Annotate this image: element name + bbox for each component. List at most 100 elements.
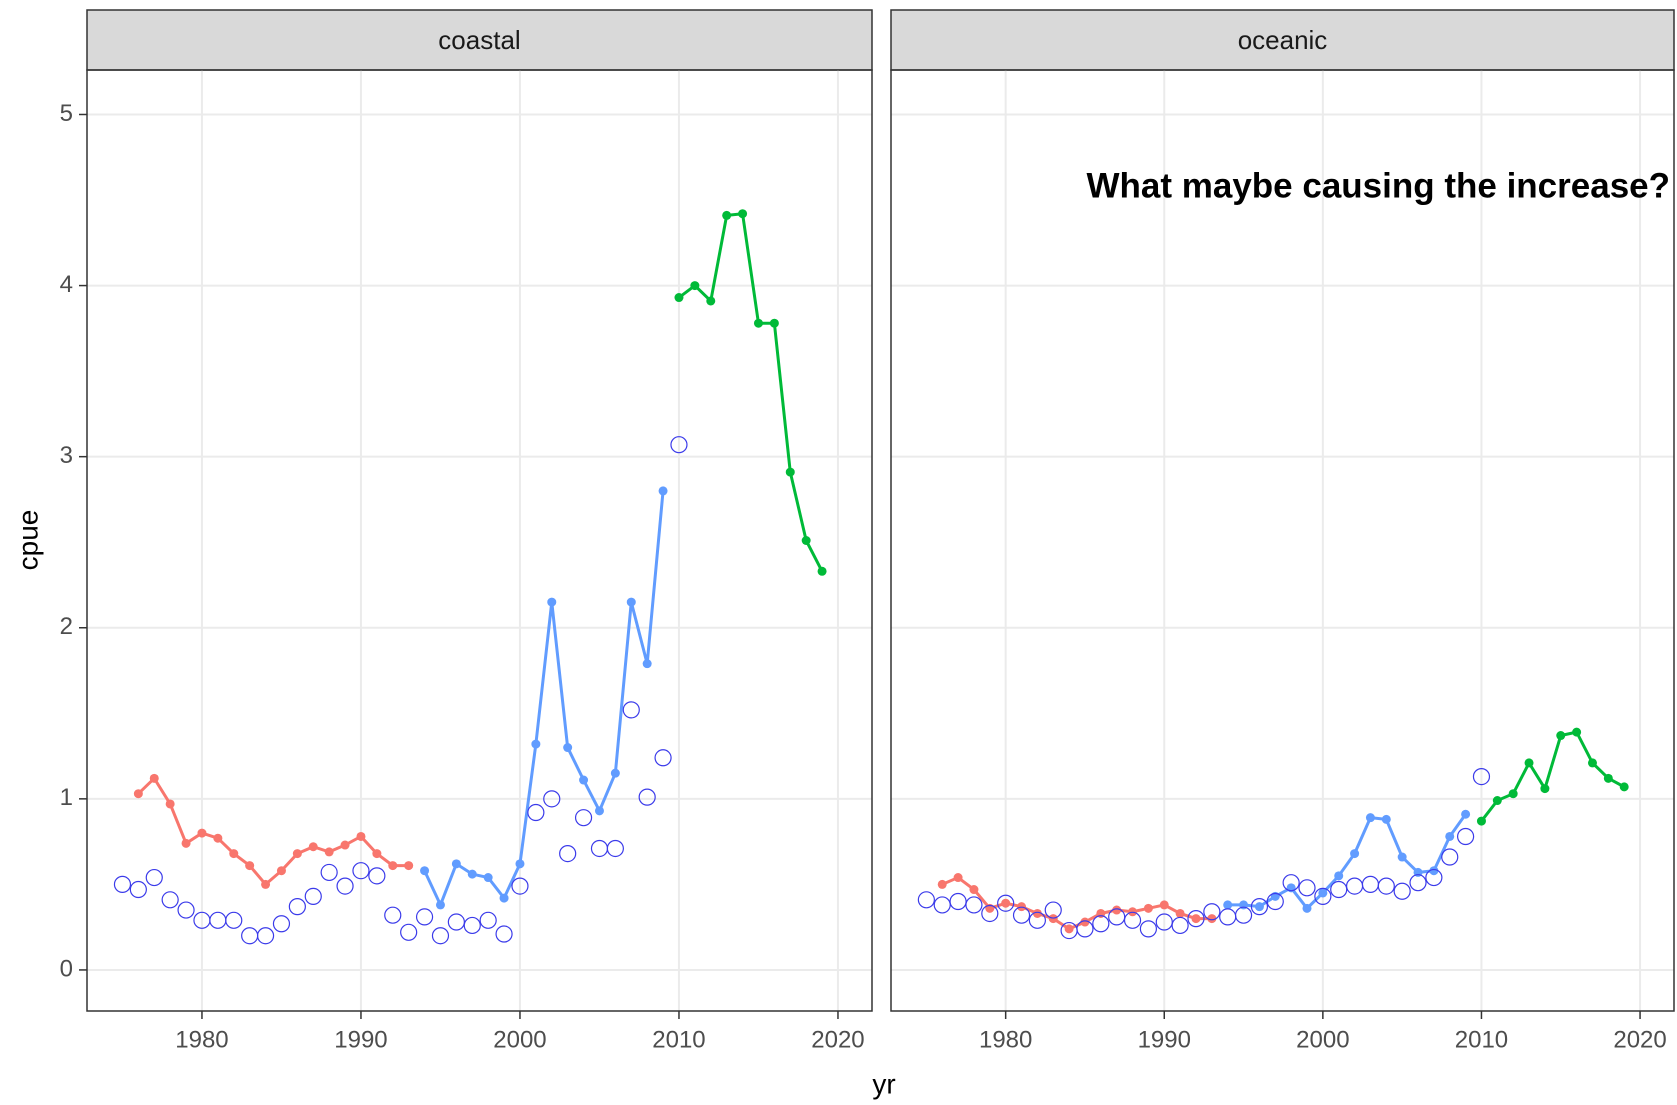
point [1365, 813, 1375, 823]
point [1508, 789, 1518, 799]
point [1492, 796, 1502, 806]
point [245, 861, 255, 871]
x-tick-label: 2020 [811, 1026, 864, 1053]
open-point [949, 892, 967, 911]
series-line [941, 875, 1212, 931]
open-point [1139, 920, 1158, 938]
point [451, 859, 461, 869]
point [515, 859, 525, 869]
point [1603, 773, 1613, 783]
open-point [981, 904, 999, 923]
point [937, 879, 947, 889]
point [165, 799, 175, 809]
point [356, 831, 366, 841]
x-tick-label: 2010 [1455, 1026, 1508, 1053]
x-axis-label: yr [872, 1068, 895, 1099]
series-line [678, 212, 824, 572]
point [420, 866, 430, 876]
point [801, 536, 811, 545]
point [1540, 784, 1550, 794]
open-point [256, 927, 275, 945]
point [292, 849, 302, 859]
point [435, 900, 445, 910]
open-point [1092, 915, 1110, 933]
open-point [606, 839, 624, 858]
point [1556, 731, 1566, 741]
point [706, 296, 716, 306]
point [1207, 914, 1217, 924]
open-point [336, 877, 354, 895]
point [197, 828, 207, 838]
point [1587, 758, 1597, 768]
open-point [997, 894, 1015, 912]
open-point [447, 913, 465, 931]
y-tick-label: 3 [60, 442, 73, 469]
point [1302, 903, 1312, 913]
open-point [1266, 892, 1284, 911]
x-tick-label: 1990 [334, 1026, 387, 1053]
open-point [272, 915, 291, 933]
open-point [320, 863, 338, 882]
point [642, 659, 652, 669]
point [1461, 809, 1471, 819]
series-line [1480, 730, 1625, 823]
open-point [1028, 911, 1046, 929]
panel-border [890, 69, 1675, 1012]
open-point [670, 436, 688, 454]
open-point [574, 809, 593, 827]
x-tick-label: 2000 [493, 1026, 546, 1053]
open-point [1234, 906, 1253, 924]
open-point [415, 908, 434, 926]
point [1191, 914, 1201, 924]
open-point [384, 906, 402, 924]
open-point [527, 803, 545, 822]
open-point [1441, 848, 1459, 866]
point [213, 833, 223, 843]
open-point [1457, 827, 1475, 846]
strip-title: oceanic [1238, 25, 1328, 55]
point [753, 318, 763, 328]
y-tick-label: 0 [60, 955, 73, 982]
point [785, 467, 795, 477]
open-point [1123, 911, 1142, 929]
point [372, 849, 382, 859]
point [1254, 902, 1264, 912]
x-tick-label: 2020 [1613, 1026, 1666, 1053]
point [579, 775, 589, 785]
open-point [1330, 880, 1348, 899]
point [1143, 903, 1153, 913]
point [1381, 814, 1391, 824]
point [340, 840, 350, 850]
open-point [288, 898, 306, 916]
open-point [1298, 879, 1316, 897]
point [483, 873, 493, 883]
point [1350, 849, 1360, 859]
open-point [559, 844, 577, 863]
y-axis-label: cpue [12, 510, 43, 571]
open-point [304, 887, 322, 905]
strip-title: coastal [438, 25, 520, 55]
point [181, 838, 191, 848]
open-point [654, 749, 672, 767]
point [149, 773, 159, 783]
point [738, 209, 748, 219]
open-point [113, 875, 132, 893]
point [324, 847, 334, 857]
open-point [1282, 874, 1300, 892]
open-point [1314, 887, 1332, 905]
open-point [1171, 916, 1189, 935]
point [1175, 908, 1185, 918]
panel-border [86, 69, 873, 1012]
x-tick-label: 1980 [979, 1026, 1032, 1053]
strip [86, 9, 873, 71]
point [1223, 900, 1233, 910]
point [1334, 871, 1344, 881]
point [531, 739, 541, 749]
point [1159, 900, 1169, 910]
point [1001, 898, 1011, 908]
open-point [495, 925, 513, 943]
point [404, 861, 414, 871]
point [817, 566, 827, 576]
point [674, 293, 684, 303]
